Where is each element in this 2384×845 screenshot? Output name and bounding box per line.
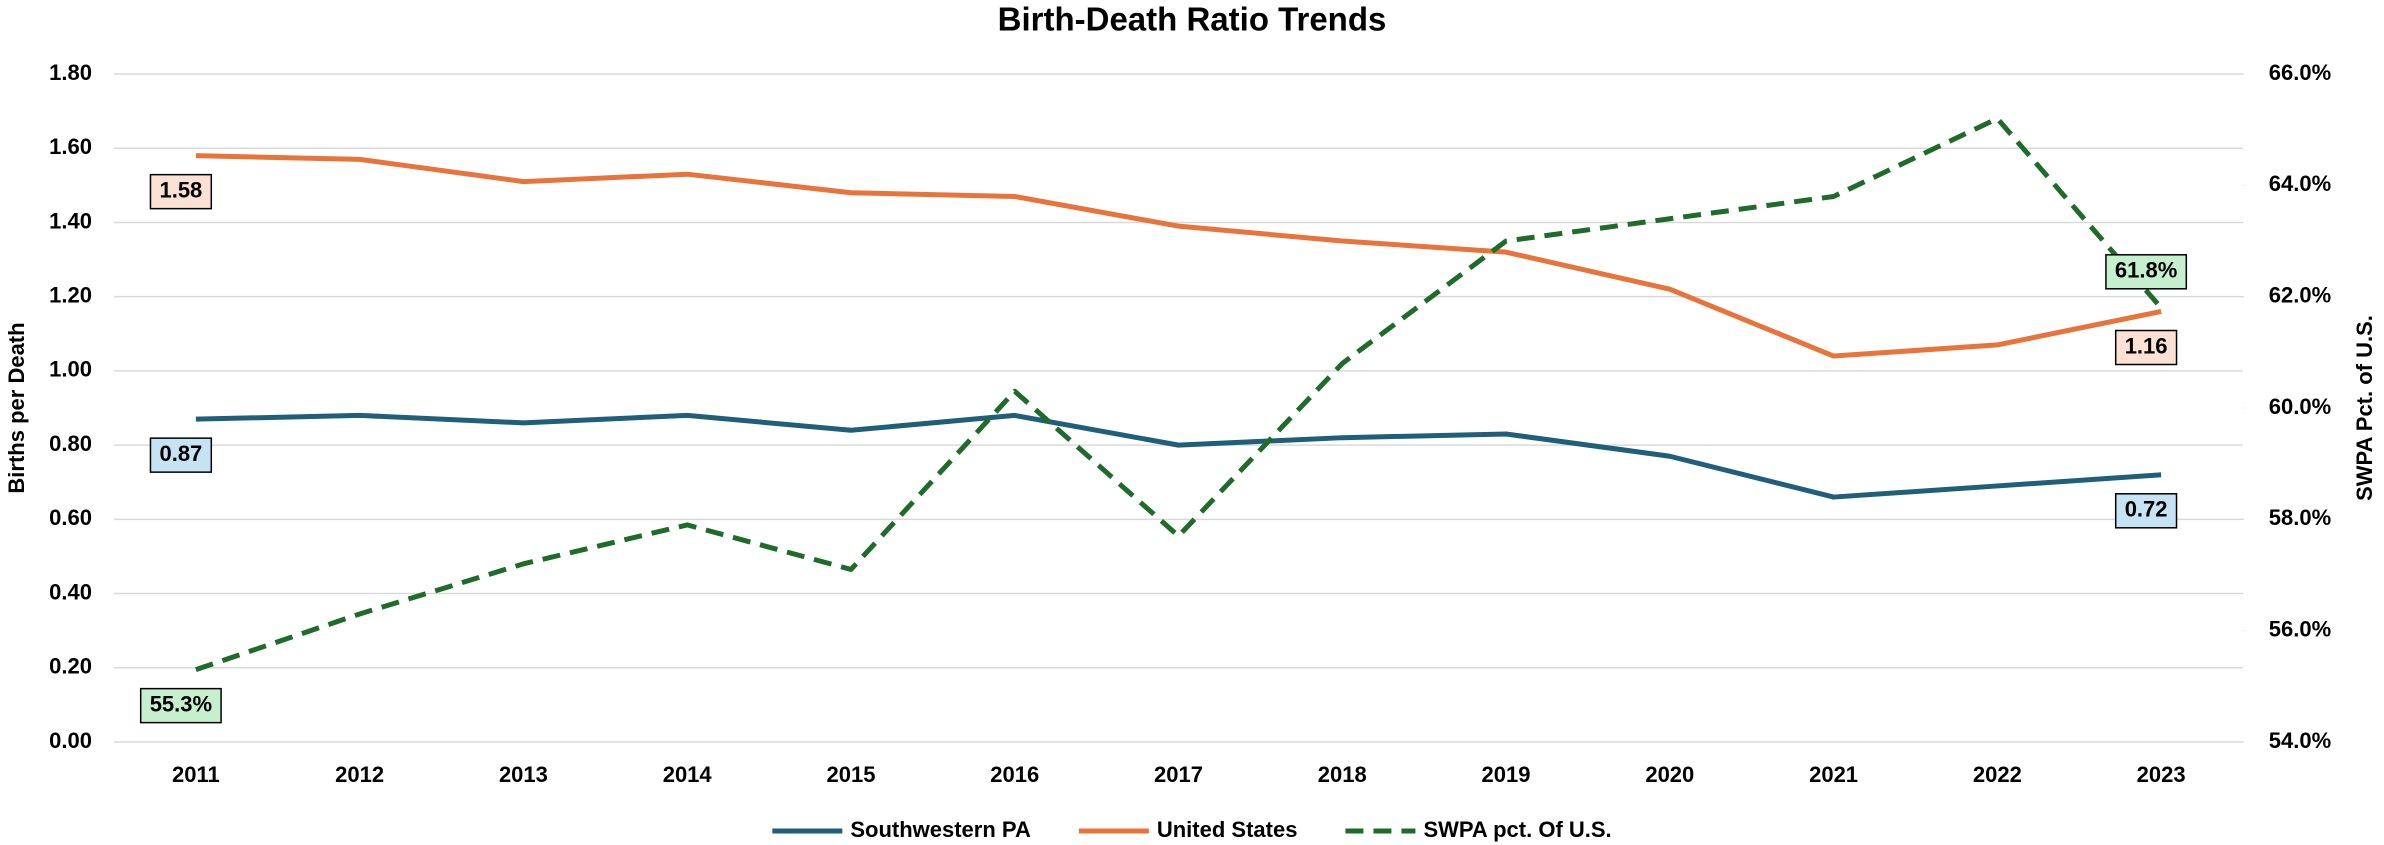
y2-tick-label: 66.0% xyxy=(2269,60,2331,85)
legend-label: Southwestern PA xyxy=(850,817,1031,842)
x-tick-label: 2019 xyxy=(1482,762,1531,787)
data-label-text: 55.3% xyxy=(150,691,212,716)
data-label-text: 61.8% xyxy=(2115,258,2177,283)
series-line xyxy=(195,116,2164,672)
x-tick-label: 2023 xyxy=(2137,762,2186,787)
y-tick-label: 0.20 xyxy=(49,654,92,679)
x-tick-label: 2011 xyxy=(172,762,220,787)
data-label-box xyxy=(149,437,213,473)
data-label-text: 1.16 xyxy=(2125,333,2168,358)
y2-tick-label: 56.0% xyxy=(2269,616,2331,641)
y-tick-label: 1.20 xyxy=(49,282,92,307)
data-label-text: 0.87 xyxy=(159,441,202,466)
chart-title: Birth-Death Ratio Trends xyxy=(998,1,1387,38)
y-tick-label: 1.40 xyxy=(49,208,92,233)
data-label-box xyxy=(139,687,222,724)
data-label-box xyxy=(2105,254,2188,290)
x-tick-label: 2015 xyxy=(826,762,875,787)
y-tick-label: 0.80 xyxy=(49,431,92,456)
series-line xyxy=(195,153,2162,359)
legend-label: SWPA pct. Of U.S. xyxy=(1423,817,1611,842)
data-label: 1.58 xyxy=(149,173,213,210)
data-label-text: 0.72 xyxy=(2125,497,2168,522)
data-label-text: 1.58 xyxy=(159,177,202,202)
x-tick-label: 2012 xyxy=(335,762,384,787)
data-label: 1.16 xyxy=(2114,329,2178,366)
x-tick-label: 2014 xyxy=(663,762,713,787)
data-label: 0.87 xyxy=(149,437,213,473)
data-label-box xyxy=(2114,329,2178,366)
y2-tick-label: 64.0% xyxy=(2269,171,2331,196)
y2-tick-label: 62.0% xyxy=(2269,282,2331,307)
x-tick-label: 2022 xyxy=(1973,762,2022,787)
y-tick-label: 1.60 xyxy=(49,134,92,159)
y2-tick-label: 54.0% xyxy=(2269,728,2331,753)
data-label: 55.3% xyxy=(139,687,222,724)
data-label: 0.72 xyxy=(2114,493,2178,529)
y-tick-label: 1.80 xyxy=(49,60,92,85)
y-tick-label: 0.60 xyxy=(49,505,92,530)
x-tick-label: 2021 xyxy=(1809,762,1858,787)
x-tick-label: 2018 xyxy=(1318,762,1367,787)
legend: Southwestern PA United States SWPA pct. Of… xyxy=(772,817,1612,842)
x-tick-label: 2020 xyxy=(1645,762,1694,787)
data-label: 61.8% xyxy=(2105,254,2188,290)
y-axis-title: Births per Death xyxy=(4,322,29,493)
data-label-box xyxy=(2114,493,2178,529)
x-tick-label: 2013 xyxy=(499,762,548,787)
legend-label: United States xyxy=(1157,817,1298,842)
data-label-box xyxy=(149,173,213,210)
y-tick-label: 1.00 xyxy=(49,357,92,382)
y2-tick-label: 60.0% xyxy=(2269,394,2331,419)
x-tick-label: 2017 xyxy=(1154,762,1203,787)
y2-axis-title: SWPA Pct. of U.S. xyxy=(2352,315,2377,501)
x-tick-label: 2016 xyxy=(990,762,1039,787)
y-tick-label: 0.00 xyxy=(49,728,92,753)
series-line xyxy=(195,412,2162,500)
y2-tick-label: 58.0% xyxy=(2269,505,2331,530)
y-tick-label: 0.40 xyxy=(49,579,92,604)
